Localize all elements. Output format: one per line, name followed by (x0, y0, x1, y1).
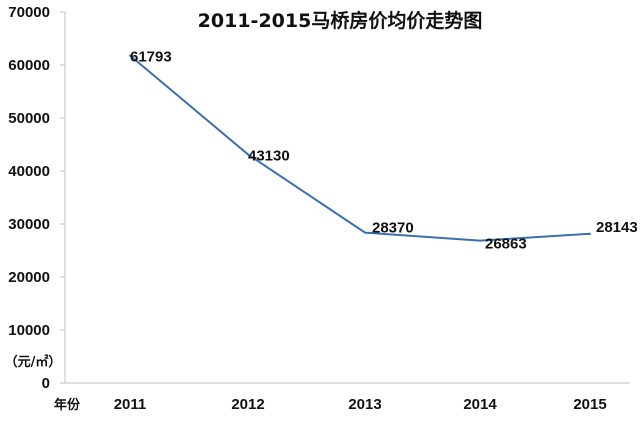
y-tick-label: 50000 (8, 110, 50, 127)
data-label: 28370 (372, 220, 414, 237)
x-tick-label: 2011 (114, 396, 147, 413)
y-tick-label: 30000 (8, 216, 50, 233)
data-point (589, 232, 591, 235)
y-tick-label: 60000 (8, 57, 50, 74)
data-point (247, 153, 249, 156)
series-group (129, 54, 591, 242)
data-labels: 61793 43130 28370 26863 28143 (130, 48, 638, 252)
y-tick-label: 70000 (8, 4, 50, 21)
x-axis-label: 年份 (54, 397, 81, 413)
data-label: 61793 (130, 48, 172, 65)
y-ticks: 0 10000 20000 30000 40000 50000 60000 70000 (8, 4, 65, 392)
data-point (129, 54, 131, 57)
data-point (364, 231, 366, 234)
data-label: 43130 (248, 147, 290, 164)
x-tick-label: 2014 (463, 396, 497, 413)
data-point (479, 239, 481, 242)
y-tick-label: 0 (42, 375, 50, 392)
y-tick-label: 20000 (8, 269, 50, 286)
series-line (129, 54, 591, 242)
chart-title: 2011-2015马桥房价均价走势图 (198, 9, 483, 32)
y-tick-label: 40000 (8, 163, 50, 180)
y-tick-label: 10000 (8, 322, 50, 339)
data-label: 26863 (485, 236, 527, 253)
y-axis-unit-label: （元/㎡） (5, 354, 62, 370)
x-ticks: 2011 2012 2013 2014 2015 (114, 396, 607, 413)
x-tick-label: 2015 (573, 396, 606, 413)
data-label: 28143 (596, 219, 638, 236)
x-tick-label: 2013 (348, 396, 381, 413)
x-tick-label: 2012 (231, 396, 264, 413)
